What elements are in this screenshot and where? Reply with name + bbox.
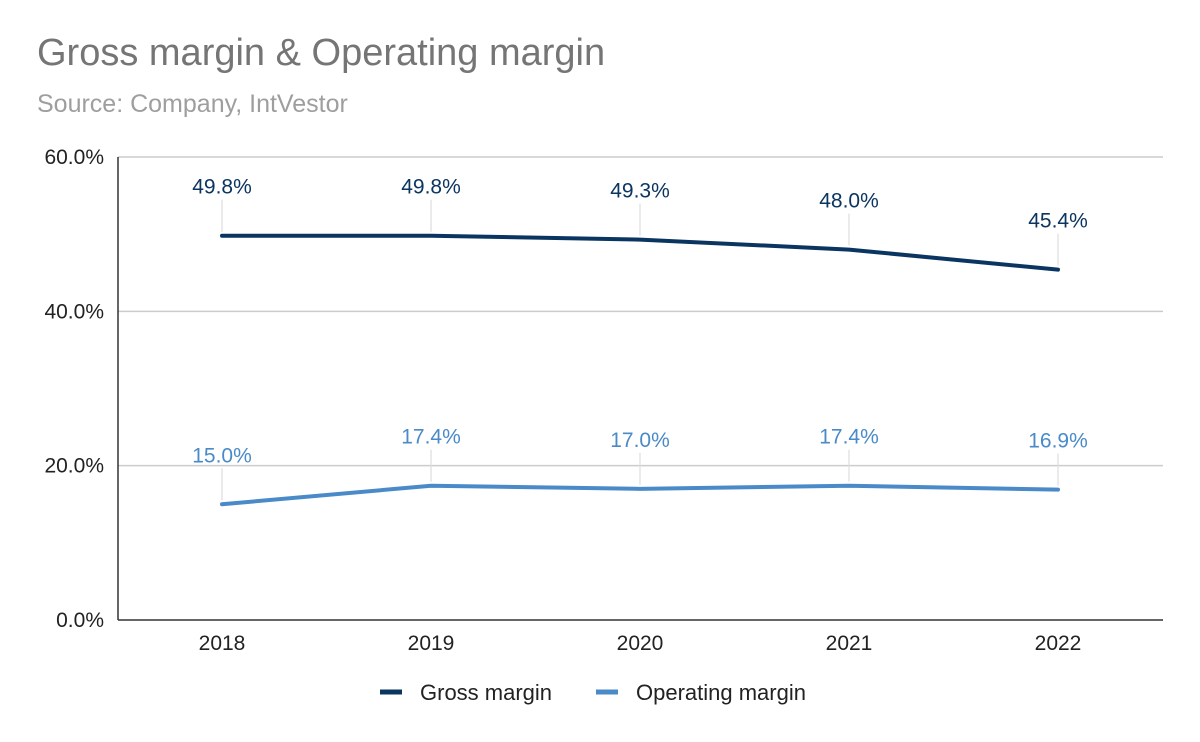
data-label: 48.0% <box>819 190 879 213</box>
legend-label: Gross margin <box>420 680 552 705</box>
tick-labels: 0.0% 20.0% 40.0% 60.0% 2018 2019 2020 2021 2022 <box>44 146 1081 655</box>
series-line-operating-margin <box>220 483 1060 507</box>
x-tick-label: 2022 <box>1035 632 1082 655</box>
data-label: 49.8% <box>192 176 252 199</box>
x-tick-label: 2018 <box>199 632 246 655</box>
y-tick-label: 60.0% <box>44 146 104 169</box>
gridlines <box>118 156 1163 467</box>
chart-title: Gross margin & Operating margin <box>37 32 606 74</box>
data-label: 16.9% <box>1028 430 1088 453</box>
chart-subtitle: Source: Company, IntVestor <box>37 90 348 118</box>
data-label: 49.8% <box>401 176 461 199</box>
y-tick-label: 40.0% <box>44 300 104 323</box>
data-label: 17.0% <box>610 429 670 452</box>
legend-item: Gross margin <box>380 680 552 705</box>
legend-label: Operating margin <box>636 680 806 705</box>
y-tick-label: 20.0% <box>44 455 104 478</box>
x-tick-label: 2021 <box>826 632 873 655</box>
series-line-gross-margin <box>220 233 1060 272</box>
data-labels: 49.8% 49.8% 49.3% 48.0% 45.4% 15.0% 17.4% 17.0%… <box>192 176 1088 501</box>
data-label: 45.4% <box>1028 210 1088 233</box>
series-lines <box>220 233 1060 507</box>
x-tick-label: 2020 <box>617 632 664 655</box>
data-label: 17.4% <box>819 426 879 449</box>
axes <box>117 157 1163 621</box>
data-label: 15.0% <box>192 444 252 467</box>
legend-item: Operating margin <box>596 680 806 705</box>
legend: Gross margin Operating margin <box>380 680 806 705</box>
x-tick-label: 2019 <box>408 632 455 655</box>
y-tick-label: 0.0% <box>56 609 104 632</box>
data-label: 17.4% <box>401 426 461 449</box>
data-label: 49.3% <box>610 180 670 203</box>
